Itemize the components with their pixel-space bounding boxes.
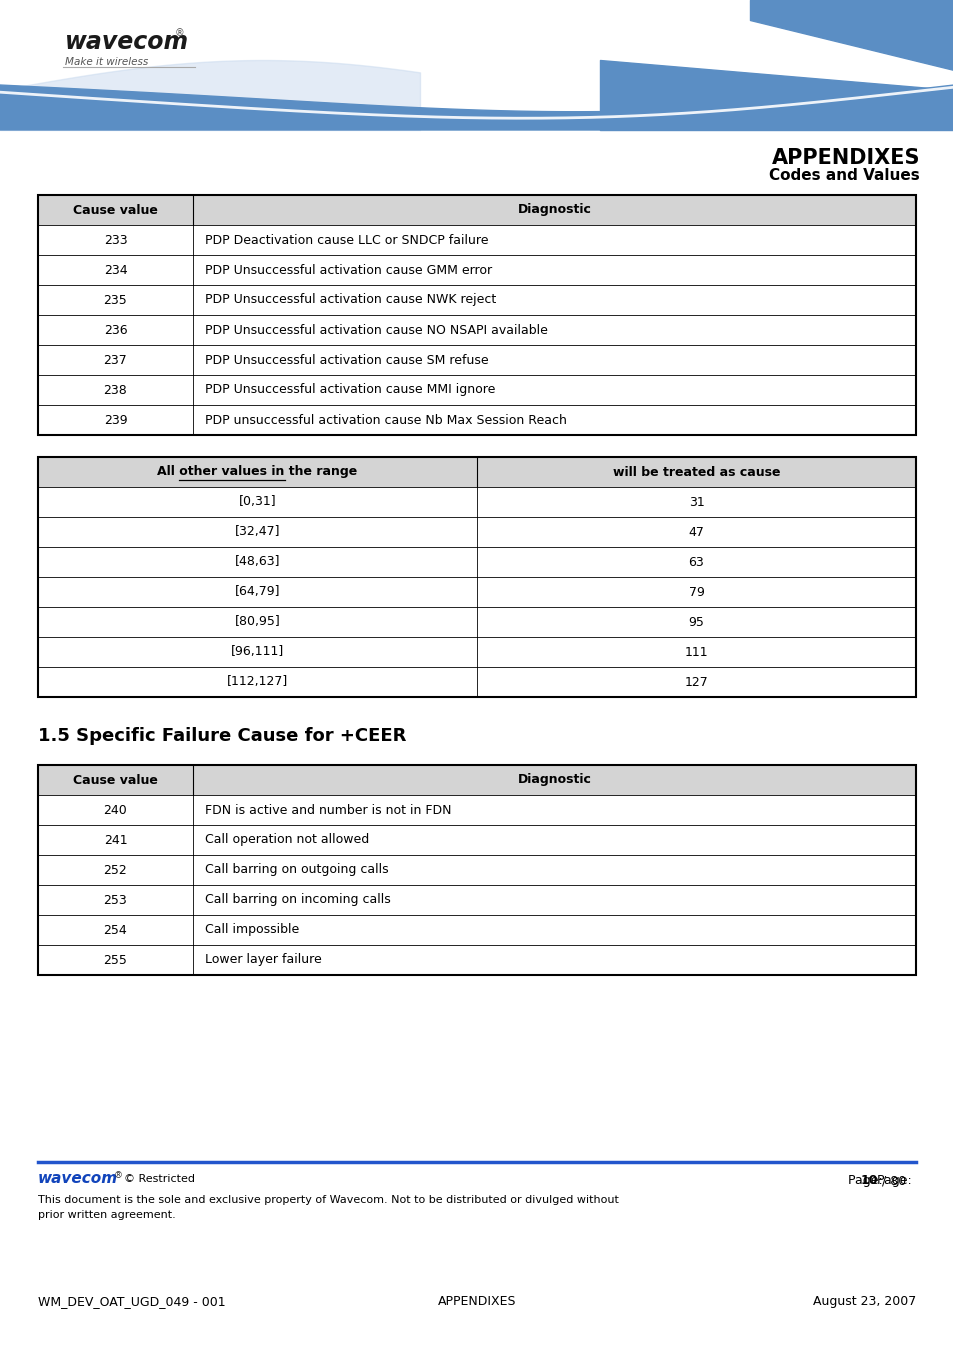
Text: 252: 252 bbox=[104, 864, 128, 876]
Text: [32,47]: [32,47] bbox=[234, 525, 280, 539]
Text: wavecom: wavecom bbox=[65, 30, 189, 54]
Text: WM_DEV_OAT_UGD_049 - 001: WM_DEV_OAT_UGD_049 - 001 bbox=[38, 1295, 226, 1308]
Text: Call barring on incoming calls: Call barring on incoming calls bbox=[205, 894, 391, 906]
Text: 10: 10 bbox=[860, 1174, 877, 1187]
Text: APPENDIXES: APPENDIXES bbox=[771, 148, 919, 167]
Text: / 80: / 80 bbox=[877, 1174, 905, 1187]
Text: Call barring on outgoing calls: Call barring on outgoing calls bbox=[205, 864, 388, 876]
Text: 238: 238 bbox=[104, 383, 128, 397]
Text: [96,111]: [96,111] bbox=[231, 645, 284, 659]
Text: 47: 47 bbox=[688, 525, 703, 539]
Text: [80,95]: [80,95] bbox=[234, 616, 280, 629]
Text: ®: ® bbox=[174, 28, 185, 38]
Text: FDN is active and number is not in FDN: FDN is active and number is not in FDN bbox=[205, 803, 451, 817]
Text: PDP Deactivation cause LLC or SNDCP failure: PDP Deactivation cause LLC or SNDCP fail… bbox=[205, 234, 488, 247]
Text: [0,31]: [0,31] bbox=[238, 495, 276, 509]
Text: 1.5 Specific Failure Cause for +CEER: 1.5 Specific Failure Cause for +CEER bbox=[38, 728, 406, 745]
Bar bbox=[38, 765, 915, 795]
Text: 95: 95 bbox=[688, 616, 703, 629]
Text: 255: 255 bbox=[104, 953, 128, 967]
Text: 127: 127 bbox=[684, 675, 708, 688]
Text: 31: 31 bbox=[688, 495, 703, 509]
Text: Lower layer failure: Lower layer failure bbox=[205, 953, 321, 967]
Text: PDP Unsuccessful activation cause NWK reject: PDP Unsuccessful activation cause NWK re… bbox=[205, 293, 496, 306]
Text: This document is the sole and exclusive property of Wavecom. Not to be distribut: This document is the sole and exclusive … bbox=[38, 1195, 618, 1206]
Text: Make it wireless: Make it wireless bbox=[65, 57, 148, 68]
Text: 237: 237 bbox=[104, 354, 128, 366]
Text: [64,79]: [64,79] bbox=[234, 586, 280, 598]
Text: 111: 111 bbox=[684, 645, 707, 659]
Text: 239: 239 bbox=[104, 413, 127, 427]
Text: prior written agreement.: prior written agreement. bbox=[38, 1210, 175, 1220]
Text: PDP Unsuccessful activation cause GMM error: PDP Unsuccessful activation cause GMM er… bbox=[205, 263, 492, 277]
Text: PDP Unsuccessful activation cause MMI ignore: PDP Unsuccessful activation cause MMI ig… bbox=[205, 383, 495, 397]
Text: Call operation not allowed: Call operation not allowed bbox=[205, 833, 369, 846]
Text: 235: 235 bbox=[104, 293, 128, 306]
Text: ®: ® bbox=[113, 1170, 123, 1180]
Text: PDP unsuccessful activation cause Nb Max Session Reach: PDP unsuccessful activation cause Nb Max… bbox=[205, 413, 566, 427]
Text: All other values in the range: All other values in the range bbox=[157, 466, 357, 478]
Text: Diagnostic: Diagnostic bbox=[517, 774, 591, 787]
Text: 236: 236 bbox=[104, 324, 127, 336]
Text: [112,127]: [112,127] bbox=[227, 675, 288, 688]
Text: © Restricted: © Restricted bbox=[124, 1174, 194, 1184]
Text: PDP Unsuccessful activation cause SM refuse: PDP Unsuccessful activation cause SM ref… bbox=[205, 354, 488, 366]
Text: 233: 233 bbox=[104, 234, 127, 247]
Bar bbox=[38, 458, 915, 487]
Text: Cause value: Cause value bbox=[73, 204, 158, 216]
Bar bbox=[38, 194, 915, 225]
Text: APPENDIXES: APPENDIXES bbox=[437, 1295, 516, 1308]
Bar bbox=[38, 458, 915, 697]
Text: Call impossible: Call impossible bbox=[205, 923, 299, 937]
Text: 254: 254 bbox=[104, 923, 128, 937]
Text: 240: 240 bbox=[104, 803, 128, 817]
Bar bbox=[38, 194, 915, 435]
Text: [48,63]: [48,63] bbox=[234, 555, 280, 568]
Bar bbox=[38, 765, 915, 975]
Text: 253: 253 bbox=[104, 894, 128, 906]
Text: PDP Unsuccessful activation cause NO NSAPI available: PDP Unsuccessful activation cause NO NSA… bbox=[205, 324, 547, 336]
Text: Cause value: Cause value bbox=[73, 774, 158, 787]
Text: will be treated as cause: will be treated as cause bbox=[612, 466, 780, 478]
Text: 241: 241 bbox=[104, 833, 127, 846]
Text: 79: 79 bbox=[688, 586, 703, 598]
Text: August 23, 2007: August 23, 2007 bbox=[812, 1295, 915, 1308]
Text: Codes and Values: Codes and Values bbox=[768, 167, 919, 184]
Text: wavecom: wavecom bbox=[38, 1170, 118, 1187]
Text: 234: 234 bbox=[104, 263, 127, 277]
Text: Diagnostic: Diagnostic bbox=[517, 204, 591, 216]
Text: Page:: Page: bbox=[877, 1174, 915, 1187]
Text: 63: 63 bbox=[688, 555, 703, 568]
Text: Page:: Page: bbox=[847, 1174, 886, 1187]
